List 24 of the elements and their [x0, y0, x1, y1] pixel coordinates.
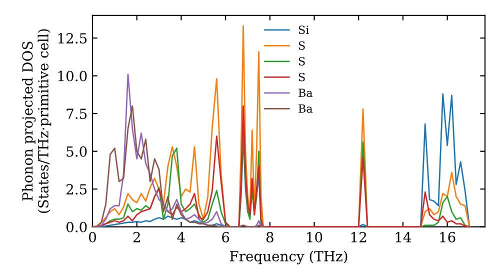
y-tick-label: 12.5 [58, 33, 87, 44]
y-tick-label: 2.5 [66, 184, 87, 195]
x-tick-label: 2 [133, 232, 140, 242]
x-tick-label: 8 [266, 232, 274, 242]
legend-label: Ba [298, 104, 312, 113]
legend-label: S [298, 41, 305, 50]
x-tick-label: 0 [88, 232, 96, 242]
x-tick-label: 16 [440, 232, 456, 242]
x-axis-title: Frequency (THz) [230, 250, 348, 264]
legend-label: S [298, 72, 305, 82]
legend-label: Ba [298, 88, 312, 98]
legend-label: Si [298, 26, 309, 34]
legend-label: S [298, 57, 305, 66]
x-tick-label: 14 [396, 232, 412, 242]
line-series [92, 105, 266, 228]
x-tick-label: 12 [351, 232, 366, 242]
y-tick-label: 5.0 [66, 146, 87, 157]
y-tick-label: 0.0 [66, 222, 87, 232]
x-tick-label: 4 [177, 232, 185, 242]
y-tick-label: 7.5 [66, 108, 87, 120]
y-tick-label: 10.0 [58, 70, 87, 82]
y-axis-title: Phonon projected DOS (States/THz·primitive cell) [22, 29, 52, 213]
x-tick-label: 6 [222, 232, 230, 242]
x-tick-label: 10 [307, 232, 322, 242]
